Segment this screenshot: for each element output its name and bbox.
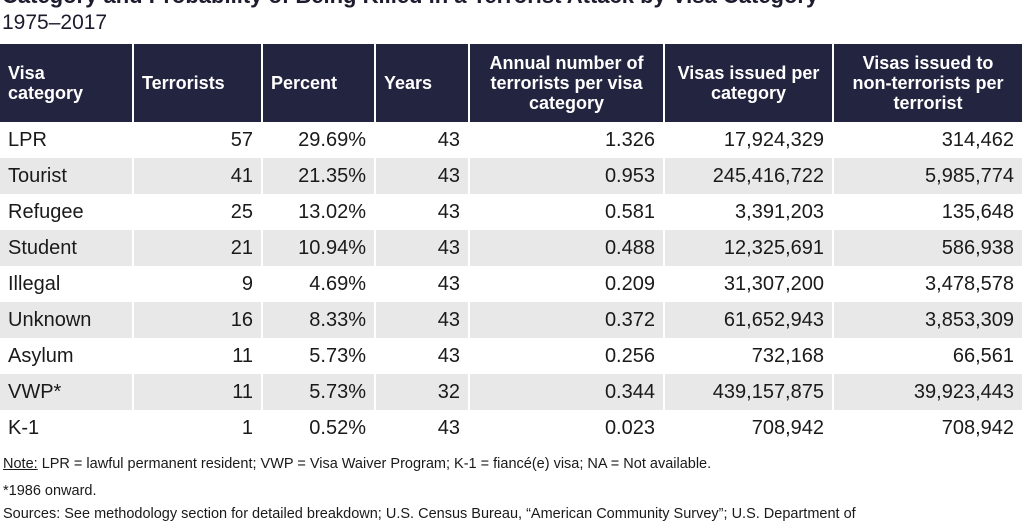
cell-years: 43	[374, 338, 469, 374]
cell-visa-category: Asylum	[8, 344, 74, 367]
header-visas-per-terrorist: Visas issued to non-terrorists per terro…	[832, 44, 1022, 122]
cell-terrorists: 9	[132, 266, 262, 302]
cell-percent: 29.69%	[261, 122, 375, 158]
cell-percent: 5.73%	[261, 338, 375, 374]
cell-years: 43	[374, 302, 469, 338]
cell-annual-number: 0.372	[468, 302, 664, 338]
cell-visa-category: K-1	[8, 416, 40, 439]
visa-terrorism-table: Visa category Terrorists Percent Years A…	[0, 44, 1022, 446]
table-row: Unknown 16 8.33% 43 0.372 61,652,943 3,853,309	[0, 302, 1022, 338]
cell-annual-number: 1.326	[468, 122, 664, 158]
cell-visas-per-terrorist: 3,478,578	[832, 266, 1022, 302]
header-annual-number: Annual number of terrorists per visa cat…	[468, 44, 664, 122]
cell-visa-category: Tourist	[0, 158, 133, 194]
cell-percent: 21.35%	[261, 158, 375, 194]
cell-years: 43	[374, 266, 469, 302]
cell-visas-issued: 17,924,329	[663, 122, 833, 158]
cell-percent: 13.02%	[261, 194, 375, 230]
table-row: Tourist 41 21.35% 43 0.953 245,416,722 5,985,7…	[0, 158, 1022, 194]
cell-terrorists: 25	[132, 194, 262, 230]
cell-years: 43	[374, 410, 469, 446]
cell-terrorists: 11	[132, 374, 262, 410]
cell-percent: 0.52%	[261, 410, 375, 446]
header-years: Years	[374, 44, 469, 122]
cell-years: 43	[374, 158, 469, 194]
note-label: Note:	[3, 456, 38, 472]
cell-visa-category: Refugee	[8, 200, 84, 223]
table-title: Category and Probability of Being Killed…	[2, 0, 818, 9]
table-body: LPR 57 29.69% 43 1.326 17,924,329 314,462 Touri…	[0, 122, 1022, 446]
cell-percent: 4.69%	[261, 266, 375, 302]
table-row: Student 21 10.94% 43 0.488 12,325,691 586,938	[0, 230, 1022, 266]
cell-annual-number: 0.209	[468, 266, 664, 302]
cell-visas-issued: 245,416,722	[663, 158, 833, 194]
cell-visas-per-terrorist: 708,942	[832, 410, 1022, 446]
cell-annual-number: 0.488	[468, 230, 664, 266]
cell-terrorists: 41	[132, 158, 262, 194]
cell-visas-issued: 12,325,691	[663, 230, 833, 266]
header-percent: Percent	[261, 44, 375, 122]
cell-visas-per-terrorist: 314,462	[832, 122, 1022, 158]
cell-visa-category: VWP*	[0, 374, 133, 410]
cell-annual-number: 0.581	[468, 194, 664, 230]
cell-visa-category: Illegal	[8, 272, 61, 295]
cell-visas-issued: 732,168	[663, 338, 833, 374]
header-terrorists: Terrorists	[132, 44, 262, 122]
cell-visa-category: Student	[0, 230, 133, 266]
note-line: Note: LPR = lawful permanent resident; V…	[3, 456, 711, 472]
cell-annual-number: 0.953	[468, 158, 664, 194]
cell-terrorists: 57	[132, 122, 262, 158]
cell-visas-issued: 3,391,203	[663, 194, 833, 230]
cell-visa-category: LPR	[8, 128, 47, 151]
cell-visas-issued: 708,942	[663, 410, 833, 446]
cell-percent: 8.33%	[261, 302, 375, 338]
cell-terrorists: 16	[132, 302, 262, 338]
table-row: Illegal 9 4.69% 43 0.209 31,307,200 3,478,578	[0, 266, 1022, 302]
cell-terrorists: 1	[132, 410, 262, 446]
cell-visas-per-terrorist: 5,985,774	[832, 158, 1022, 194]
cell-terrorists: 11	[132, 338, 262, 374]
cell-visas-issued: 31,307,200	[663, 266, 833, 302]
note-text: LPR = lawful permanent resident; VWP = V…	[37, 456, 712, 472]
cell-visa-category: Unknown	[0, 302, 133, 338]
cell-visas-per-terrorist: 586,938	[832, 230, 1022, 266]
cell-years: 43	[374, 194, 469, 230]
cell-years: 43	[374, 122, 469, 158]
cell-annual-number: 0.344	[468, 374, 664, 410]
table-header-row: Visa category Terrorists Percent Years A…	[0, 44, 1022, 122]
cell-visas-per-terrorist: 3,853,309	[832, 302, 1022, 338]
cell-years: 32	[374, 374, 469, 410]
table-row: Asylum 11 5.73% 43 0.256 732,168 66,561	[0, 338, 1022, 374]
header-visas-issued: Visas issued per category	[663, 44, 833, 122]
table-row: K-1 1 0.52% 43 0.023 708,942 708,942	[0, 410, 1022, 446]
cell-visas-issued: 439,157,875	[663, 374, 833, 410]
cell-years: 43	[374, 230, 469, 266]
cell-percent: 5.73%	[261, 374, 375, 410]
cell-annual-number: 0.023	[468, 410, 664, 446]
cell-visas-per-terrorist: 66,561	[832, 338, 1022, 374]
cell-visas-per-terrorist: 39,923,443	[832, 374, 1022, 410]
cell-annual-number: 0.256	[468, 338, 664, 374]
cell-percent: 10.94%	[261, 230, 375, 266]
table-row: VWP* 11 5.73% 32 0.344 439,157,875 39,923,443	[0, 374, 1022, 410]
table-row: Refugee 25 13.02% 43 0.581 3,391,203 135,648	[0, 194, 1022, 230]
cell-terrorists: 21	[132, 230, 262, 266]
cell-visas-issued: 61,652,943	[663, 302, 833, 338]
cell-visas-per-terrorist: 135,648	[832, 194, 1022, 230]
sources-line: Sources: See methodology section for det…	[3, 506, 856, 522]
footnote: *1986 onward.	[3, 483, 97, 499]
table-subtitle: 1975–2017	[2, 11, 108, 34]
header-visa-category: Visa category	[0, 44, 133, 122]
table-row: LPR 57 29.69% 43 1.326 17,924,329 314,462	[0, 122, 1022, 158]
